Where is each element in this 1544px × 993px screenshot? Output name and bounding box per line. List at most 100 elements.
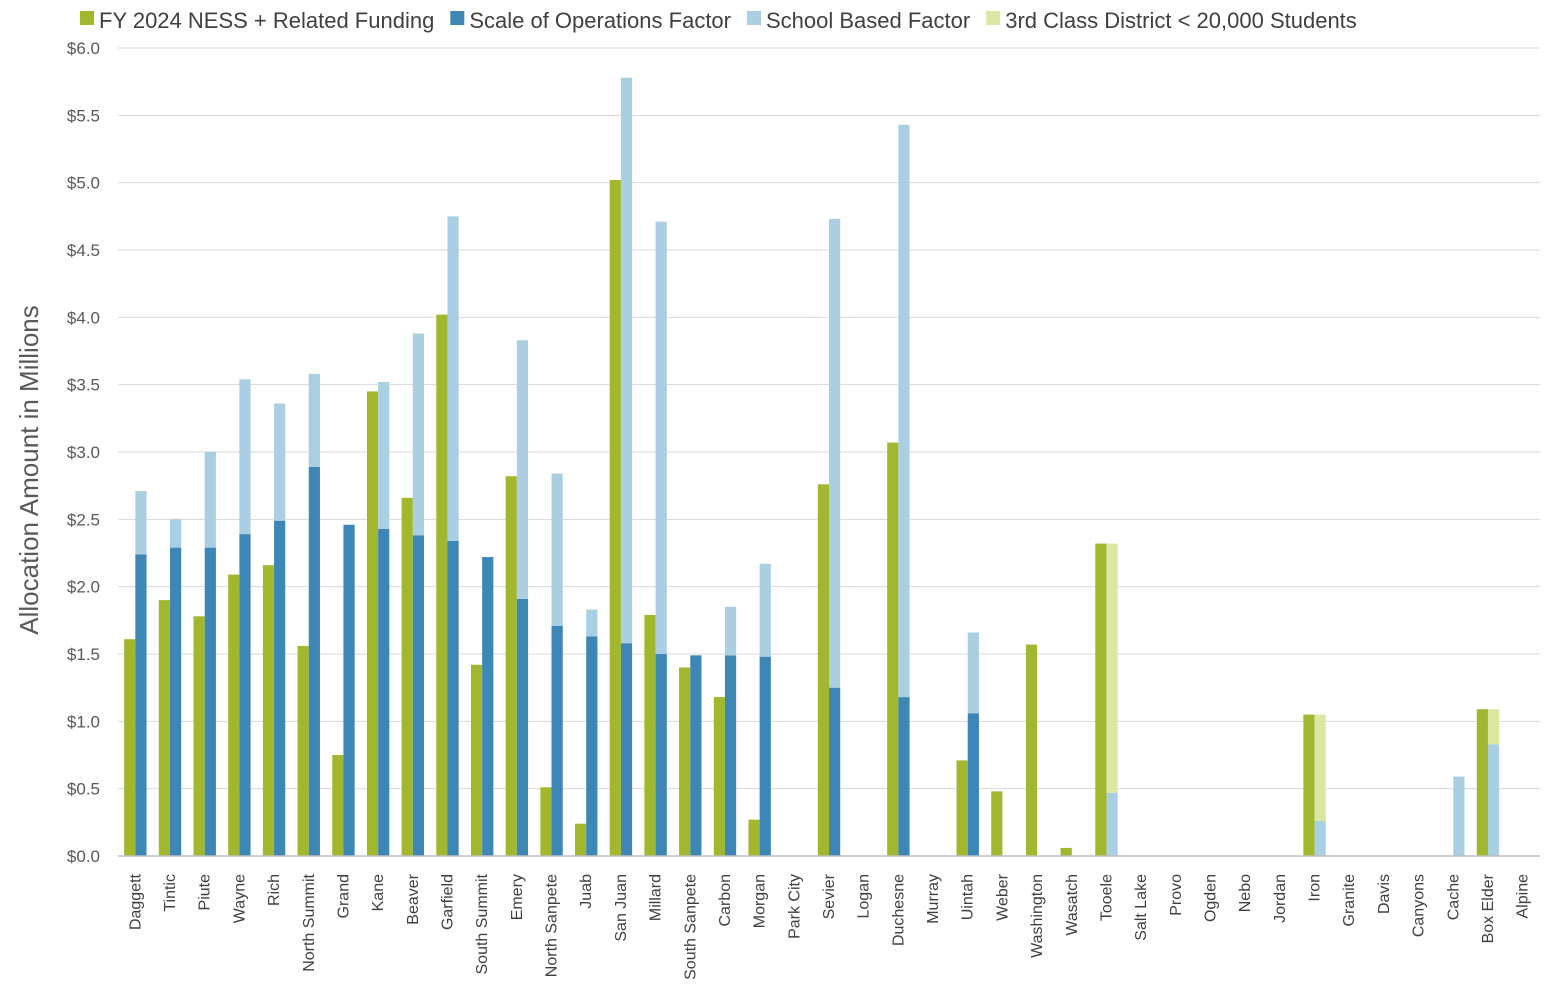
bar-grand-series-1 (343, 524, 355, 856)
bar-kane-series-2 (378, 381, 390, 529)
category-label: Grand (335, 874, 352, 918)
bar-sevier-series-0 (817, 484, 829, 856)
y-axis-ticks: $0.0 $0.5 $1.0 $1.5 $2.0 $2.5 $3.0 $3.5 $4.0 $4.5… (67, 39, 100, 866)
bar-rich-series-0 (262, 565, 275, 856)
legend-swatch (80, 11, 94, 25)
bar-carbon-series-2 (724, 606, 737, 656)
x-axis-categories: Daggett Tintic Piute Wayne Rich North Summit G… (127, 873, 1531, 980)
bar-uintah-series-1 (967, 713, 979, 856)
bar-wasatch-series-0 (1060, 847, 1072, 856)
legend: FY 2024 NESS + Related Funding Scale of O… (80, 8, 1357, 33)
legend-label: 3rd Class District < 20,000 Students (1005, 8, 1357, 33)
bar-juab-series-1 (586, 636, 598, 856)
bar-garfield-series-2 (447, 216, 459, 541)
category-label: Nebo (1237, 874, 1254, 912)
category-label: Weber (994, 873, 1011, 921)
y-tick-label: $1.5 (67, 645, 100, 664)
bar-iron-series-0 (1303, 714, 1315, 856)
bar-south-sanpete-series-0 (679, 667, 691, 856)
bar-duchesne-series-2 (898, 124, 910, 698)
category-label: Tintic (162, 874, 179, 912)
y-tick-label: $4.0 (67, 308, 100, 327)
bar-emery-series-2 (516, 340, 529, 599)
bars (124, 77, 1500, 856)
bar-north-sanpete-series-0 (540, 787, 552, 856)
category-label: North Summit (301, 873, 318, 971)
bar-north-sanpete-series-2 (551, 473, 563, 626)
bar-carbon-series-0 (713, 697, 725, 856)
category-label: Emery (509, 874, 526, 920)
bar-tintic-series-0 (158, 600, 171, 856)
category-label: Davis (1376, 874, 1393, 914)
bar-north-summit-series-1 (308, 466, 320, 856)
bar-kane-series-0 (366, 391, 379, 856)
bar-tooele-series-2 (1106, 792, 1118, 856)
category-label: South Sanpete (682, 874, 699, 980)
legend-label: School Based Factor (766, 8, 970, 33)
bar-garfield-series-1 (447, 540, 459, 856)
y-tick-label: $5.0 (67, 174, 100, 193)
bar-duchesne-series-1 (898, 697, 910, 856)
bar-garfield-series-0 (436, 314, 448, 856)
bar-grand-series-0 (332, 755, 344, 856)
category-label: Box Elder (1480, 873, 1497, 943)
y-tick-label: $2.5 (67, 510, 100, 529)
bar-daggett-series-0 (124, 639, 136, 856)
y-tick-label: $5.5 (67, 106, 100, 125)
y-tick-label: $1.0 (67, 712, 100, 731)
y-tick-label: $0.0 (67, 847, 100, 866)
bar-south-summit-series-0 (470, 664, 483, 856)
bar-south-sanpete-series-1 (690, 655, 702, 856)
bar-south-summit-series-1 (482, 557, 494, 856)
bar-morgan-series-1 (759, 656, 771, 856)
category-label: Jordan (1272, 874, 1289, 923)
category-label: Ogden (1203, 874, 1220, 922)
category-label: San Juan (613, 874, 630, 942)
y-tick-label: $6.0 (67, 39, 100, 58)
bar-juab-series-2 (586, 609, 598, 637)
category-label: Alpine (1515, 874, 1532, 919)
bar-tintic-series-2 (170, 519, 182, 548)
category-label: Salt Lake (1133, 874, 1150, 941)
legend-label: Scale of Operations Factor (469, 8, 731, 33)
category-label: Carbon (717, 874, 734, 926)
bar-san-juan-series-0 (609, 179, 621, 856)
bar-millard-series-0 (644, 614, 656, 856)
category-label: Sevier (821, 873, 838, 919)
category-label: Garfield (439, 874, 456, 930)
category-label: Rich (266, 874, 283, 906)
bar-sevier-series-1 (829, 687, 841, 856)
bar-north-sanpete-series-1 (551, 625, 563, 856)
category-label: Granite (1341, 874, 1358, 927)
legend-swatch (450, 11, 465, 25)
bar-daggett-series-1 (135, 554, 147, 856)
legend-label: FY 2024 NESS + Related Funding (99, 8, 434, 33)
category-label: Morgan (752, 874, 769, 928)
bar-cache-series-2 (1453, 776, 1465, 856)
bar-wayne-series-2 (239, 379, 251, 535)
bar-piute-series-1 (204, 547, 216, 856)
bar-carbon-series-1 (724, 655, 737, 856)
bar-duchesne-series-0 (887, 442, 899, 856)
legend-swatch (747, 11, 761, 25)
y-axis-title: Allocation Amount in Millions (14, 305, 44, 635)
bar-north-summit-series-2 (308, 373, 320, 467)
bar-morgan-series-0 (748, 819, 760, 856)
category-label: Piute (197, 874, 214, 911)
category-label: Cache (1445, 874, 1462, 920)
bar-emery-series-0 (505, 476, 517, 856)
bar-daggett-series-2 (135, 491, 147, 555)
category-label: Canyons (1411, 874, 1428, 937)
bar-kane-series-1 (378, 528, 390, 856)
category-label: South Summit (474, 873, 491, 974)
bar-san-juan-series-1 (620, 643, 633, 856)
bar-weber-series-0 (991, 791, 1003, 856)
bar-sevier-series-2 (829, 219, 841, 688)
bar-uintah-series-0 (956, 760, 968, 856)
bar-juab-series-0 (575, 823, 587, 856)
bar-piute-series-0 (193, 616, 205, 856)
category-label: Park City (786, 874, 803, 939)
bar-beaver-series-0 (401, 497, 413, 856)
